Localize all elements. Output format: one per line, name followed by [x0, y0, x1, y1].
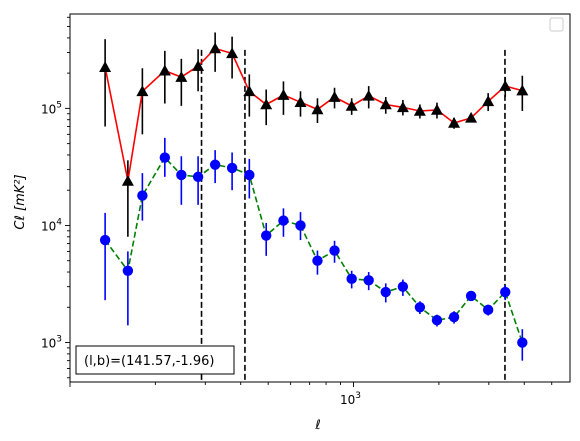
point-s1-2 — [137, 190, 148, 201]
point-s1-8 — [244, 169, 255, 181]
point-s0-1 — [121, 174, 134, 186]
y-axis-label: Cℓ [mK²] — [13, 174, 28, 229]
tick-labels: 103 104 105 103 — [41, 100, 361, 407]
point-s0-8 — [243, 85, 256, 97]
point-s0-20 — [448, 117, 461, 128]
point-s1-12 — [312, 255, 323, 266]
point-s1-4 — [176, 169, 187, 181]
point-s0-2 — [136, 85, 149, 97]
point-s1-5 — [192, 171, 204, 183]
plot-frame — [69, 13, 571, 383]
point-s0-7 — [226, 47, 239, 59]
point-s1-18 — [414, 302, 426, 313]
point-s1-24 — [517, 337, 528, 348]
point-s0-16 — [379, 98, 392, 110]
point-s0-9 — [260, 98, 273, 110]
point-s0-5 — [192, 60, 205, 71]
point-s1-1 — [122, 265, 134, 276]
point-s1-9 — [260, 230, 272, 241]
point-s1-22 — [482, 304, 494, 316]
point-s1-0 — [99, 234, 111, 246]
point-s0-11 — [294, 96, 307, 107]
point-s0-12 — [311, 103, 324, 115]
y-tick-label-2: 105 — [41, 100, 62, 116]
legend-box — [549, 17, 564, 32]
point-s1-19 — [431, 315, 443, 326]
annotation-box — [75, 345, 235, 375]
point-s1-10 — [278, 215, 289, 226]
y-tick-label-0: 103 — [41, 335, 62, 351]
point-s1-11 — [295, 220, 306, 231]
series-layer — [99, 32, 529, 361]
point-s0-10 — [277, 89, 290, 100]
axis-ticks — [65, 16, 553, 387]
point-s1-13 — [329, 245, 340, 256]
point-s0-22 — [482, 95, 495, 107]
point-s0-13 — [328, 91, 341, 102]
point-s1-21 — [465, 290, 477, 302]
annotation-label: (l,b)=(141.57,-1.96) — [84, 354, 214, 369]
point-s0-3 — [158, 64, 171, 76]
point-s1-6 — [209, 159, 221, 170]
point-s0-14 — [345, 99, 358, 111]
point-s0-15 — [362, 89, 375, 101]
series-0 — [99, 32, 529, 237]
point-s1-17 — [397, 281, 409, 292]
point-s1-7 — [226, 162, 238, 174]
point-s1-14 — [346, 273, 357, 285]
point-s1-3 — [159, 152, 171, 163]
x-axis-label: ℓ — [314, 418, 320, 433]
point-s0-17 — [396, 101, 409, 113]
point-s1-20 — [448, 311, 460, 323]
point-s0-24 — [516, 84, 529, 96]
point-s1-15 — [363, 275, 374, 286]
point-s0-23 — [499, 80, 512, 91]
series-1 — [99, 137, 528, 361]
y-tick-label-1: 104 — [41, 217, 62, 233]
x-tick-label-0: 103 — [340, 391, 361, 407]
point-s0-6 — [209, 42, 222, 54]
point-s0-18 — [413, 104, 426, 116]
point-s0-21 — [465, 111, 478, 123]
point-s0-19 — [430, 103, 443, 115]
point-s0-4 — [175, 71, 188, 82]
vertical-lines — [200, 49, 506, 382]
point-s1-23 — [500, 286, 511, 298]
point-s1-16 — [380, 286, 391, 298]
point-s0-0 — [99, 61, 112, 72]
